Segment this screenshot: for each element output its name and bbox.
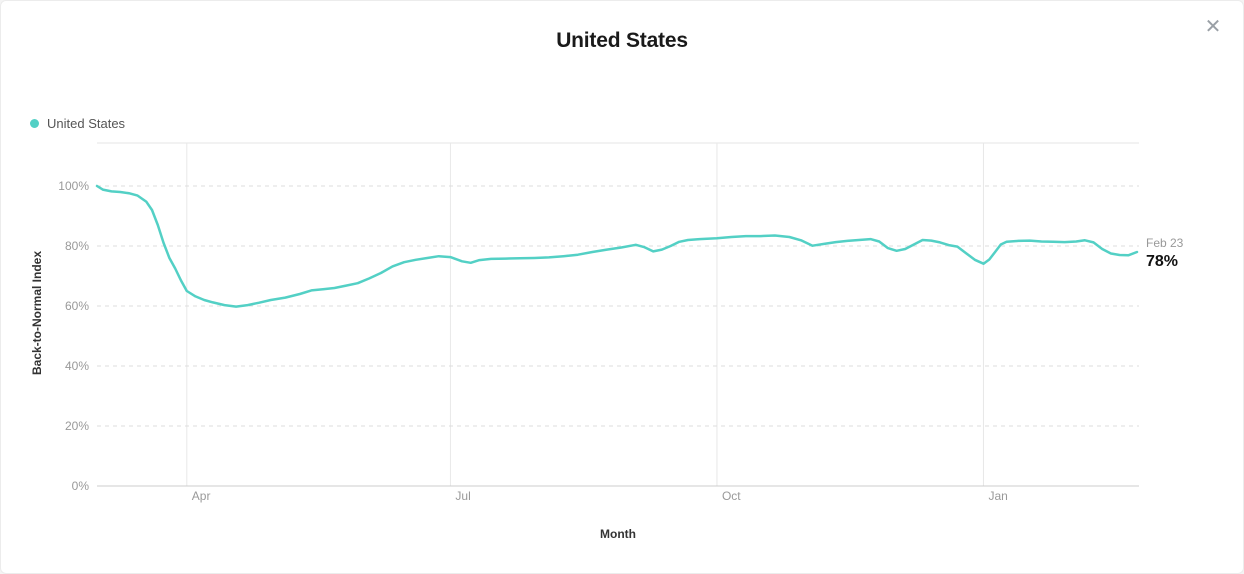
y-axis-title: Back-to-Normal Index [30,250,44,376]
legend-label: United States [47,116,126,131]
series-line-united-states [95,184,1139,308]
close-button[interactable]: ✕ [1197,11,1229,43]
legend-dot-icon [30,119,39,128]
endpoint-date-label: Feb 23 [1146,236,1184,250]
x-axis-title: Month [600,527,636,541]
endpoint-value-label: 78% [1146,253,1179,270]
legend-item-united-states[interactable]: United States [30,116,125,131]
page-title: United States [556,29,688,52]
close-icon: ✕ [1204,16,1222,38]
endpoint-annotation: Feb 23 78% [1146,236,1183,271]
